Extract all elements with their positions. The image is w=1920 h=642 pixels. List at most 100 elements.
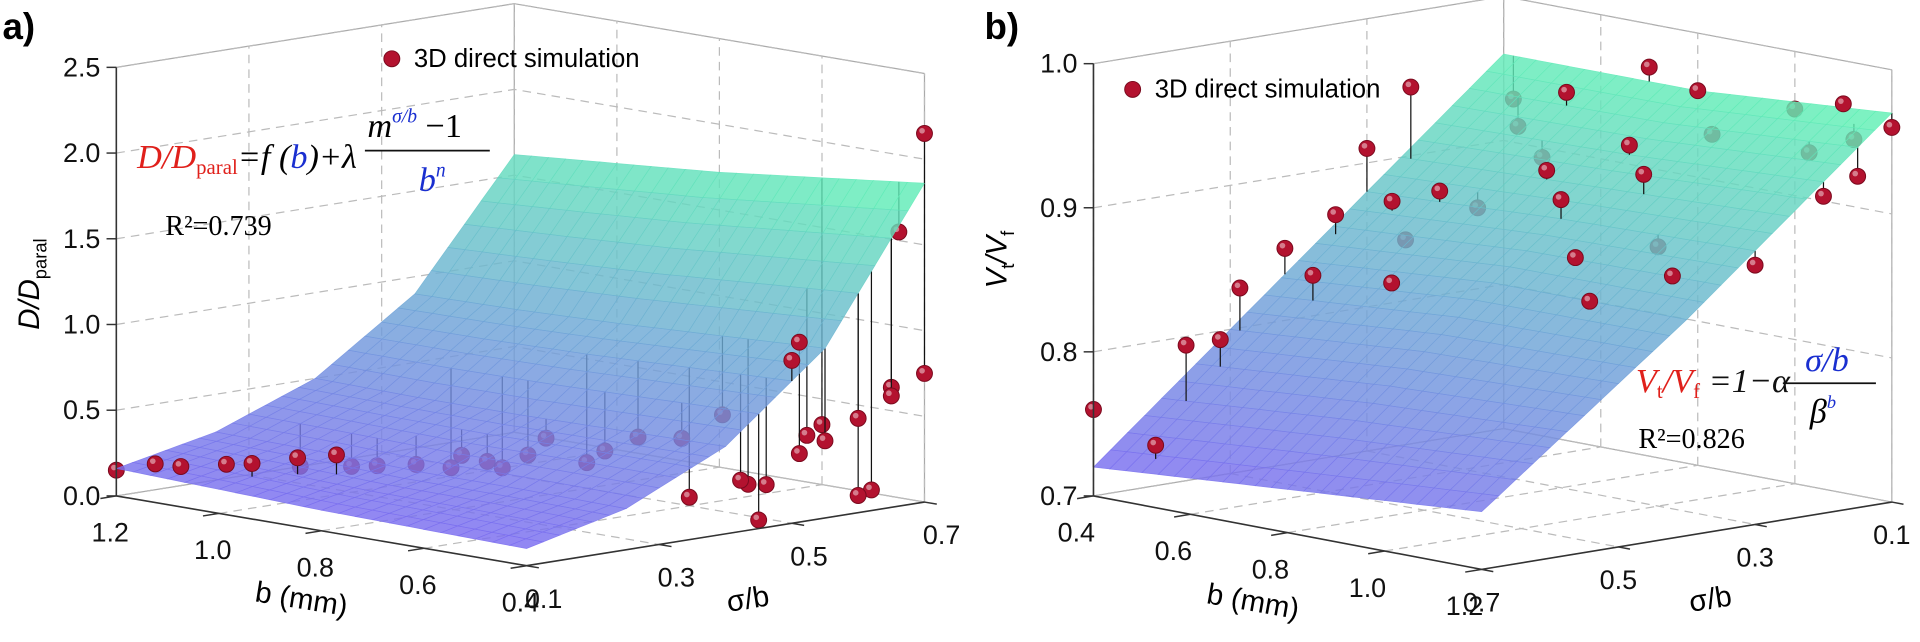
eq-num-end: −1	[417, 107, 462, 145]
point-highlight	[111, 464, 117, 471]
data-point	[849, 409, 867, 427]
data-point	[882, 387, 900, 405]
data-point	[1147, 436, 1165, 454]
point-highlight	[786, 354, 793, 361]
x-tick	[202, 512, 219, 517]
data-point	[1834, 95, 1852, 113]
point-highlight	[1541, 164, 1548, 171]
eq-den: β	[1809, 392, 1828, 430]
z-title-sub: t	[997, 264, 1018, 269]
point-highlight	[175, 461, 182, 467]
x-tick-label: 1.2	[1446, 591, 1483, 621]
front-layer: 0.00.51.01.52.02.51.21.00.80.60.40.10.30…	[63, 45, 1911, 621]
data-point	[1883, 118, 1901, 136]
legend-label: 3D direct simulation	[414, 45, 640, 73]
data-point	[1815, 187, 1832, 205]
surface-patch	[1464, 493, 1500, 513]
point-highlight	[221, 458, 227, 465]
y-tick-label: 0.3	[1736, 543, 1773, 573]
point-highlight	[866, 484, 872, 491]
point-highlight	[753, 514, 760, 521]
eq-denominator: bn	[419, 160, 446, 199]
point-highlight	[1307, 269, 1314, 276]
point-highlight	[1215, 334, 1221, 340]
legend-label: 3D direct simulation	[1155, 75, 1381, 103]
data-point	[1558, 83, 1575, 101]
point-highlight	[1361, 142, 1368, 149]
data-point	[1552, 191, 1570, 209]
grid-line	[1093, 0, 1892, 71]
axis-line	[1093, 495, 1482, 571]
x-axis-title: b (mm)	[1204, 577, 1301, 626]
data-point	[217, 455, 235, 473]
eq-var: b	[290, 138, 307, 176]
data-point	[1566, 249, 1584, 267]
point-highlight	[1234, 282, 1241, 289]
eq-lhs: V	[1636, 362, 1661, 400]
point-highlight	[1570, 252, 1576, 258]
data-point	[1304, 266, 1322, 284]
axis-line	[526, 501, 925, 567]
point-highlight	[1088, 403, 1094, 410]
x-tick-label: 0.4	[1058, 518, 1095, 548]
x-tick	[305, 530, 322, 535]
x-tick-label: 0.8	[297, 553, 334, 583]
data-point	[328, 446, 345, 464]
grid-line	[514, 431, 925, 503]
point-highlight	[852, 490, 859, 496]
data-point	[1177, 336, 1195, 354]
surface-patch	[508, 538, 545, 549]
grid-line	[1384, 483, 1795, 552]
data-point	[1431, 182, 1449, 200]
eq-rhs: )+λ	[306, 138, 357, 176]
axis-line	[116, 495, 527, 567]
z-axis-title: D/Dparal	[13, 238, 50, 329]
eq-den-sup: n	[436, 160, 446, 181]
grid-line	[116, 431, 515, 497]
x-tick-label: 0.4	[502, 587, 539, 617]
point-highlight	[331, 449, 337, 456]
y-tick-label: 0.7	[1463, 587, 1500, 617]
data-point	[1581, 292, 1599, 310]
point-highlight	[149, 458, 156, 464]
y-tick-label: 0.5	[790, 541, 827, 571]
point-highlight	[886, 390, 892, 397]
z-tick-label: 2.5	[63, 52, 100, 82]
x-tick-label: 1.0	[1349, 573, 1386, 603]
z-axis-title: Vt/Vf	[981, 230, 1018, 288]
z-tick-label: 0.9	[1040, 193, 1077, 223]
point-highlight	[1667, 270, 1673, 277]
x-tick	[1465, 568, 1482, 573]
point-highlight	[1624, 139, 1630, 146]
z-tick-label: 1.0	[63, 309, 100, 339]
z-tick-label: 0.5	[63, 395, 100, 425]
x-tick-label: 0.8	[1252, 554, 1289, 584]
y-tick-label: 0.3	[658, 563, 695, 593]
data-point	[1746, 256, 1764, 274]
z-title-main: D/D	[13, 279, 46, 330]
equation: D/Dparal=f (b)+λ	[136, 138, 357, 179]
data-point	[1211, 331, 1229, 349]
eq-den-sup: b	[1827, 392, 1836, 412]
eq-numerator: σ/b	[1805, 341, 1849, 379]
x-tick	[100, 495, 117, 500]
x-tick	[1076, 495, 1094, 500]
data-point	[1620, 136, 1638, 154]
point-highlight	[1386, 195, 1393, 202]
data-point	[750, 511, 768, 529]
data-point	[916, 125, 933, 142]
data-point	[849, 487, 867, 504]
eq-num: m	[367, 107, 392, 145]
z-tick-label: 1.0	[1040, 49, 1077, 79]
r-squared: R²=0.826	[1638, 424, 1744, 455]
data-point	[790, 333, 808, 351]
data-point	[816, 432, 834, 450]
point-highlight	[292, 452, 298, 458]
z-tick-label: 0.8	[1040, 337, 1077, 367]
point-highlight	[919, 367, 925, 374]
data-point	[1358, 140, 1376, 157]
point-highlight	[794, 336, 800, 343]
y-tick	[924, 501, 937, 505]
eq-lhs: D/D	[136, 138, 196, 176]
